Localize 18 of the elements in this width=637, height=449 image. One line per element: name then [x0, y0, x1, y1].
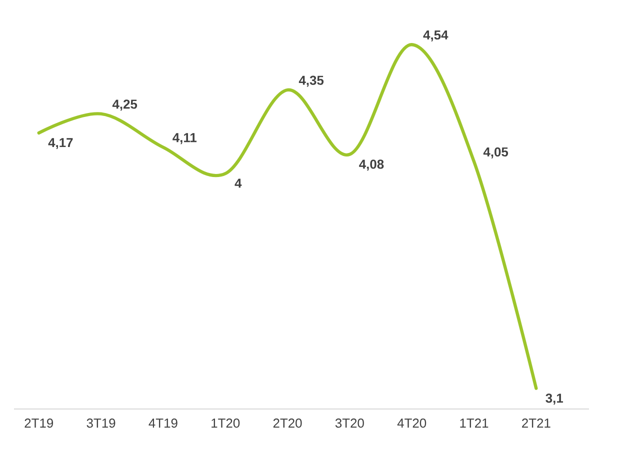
data-label: 4,08 — [359, 160, 384, 171]
x-tick-label: 3T20 — [335, 418, 364, 428]
data-label: 4 — [234, 178, 242, 188]
x-tick-label: 1T20 — [212, 418, 240, 428]
data-label: 4,35 — [298, 76, 324, 87]
x-tick-label: 2T20 — [273, 418, 302, 428]
data-label: 4,11 — [172, 133, 197, 144]
data-label: 4,17 — [48, 138, 73, 150]
x-tick-label: 4T19 — [148, 418, 178, 428]
x-tick-label: 2T21 — [522, 418, 550, 428]
data-label: 3,1 — [546, 394, 564, 405]
x-tick-label: 2T19 — [24, 418, 54, 428]
x-tick-label: 3T19 — [86, 418, 116, 428]
x-tick-label: 4T20 — [397, 418, 426, 428]
x-tick-label: 1T21 — [460, 418, 488, 428]
data-label: 4,54 — [423, 30, 448, 42]
data-label: 4,25 — [112, 100, 138, 111]
data-label: 4,05 — [483, 147, 508, 158]
